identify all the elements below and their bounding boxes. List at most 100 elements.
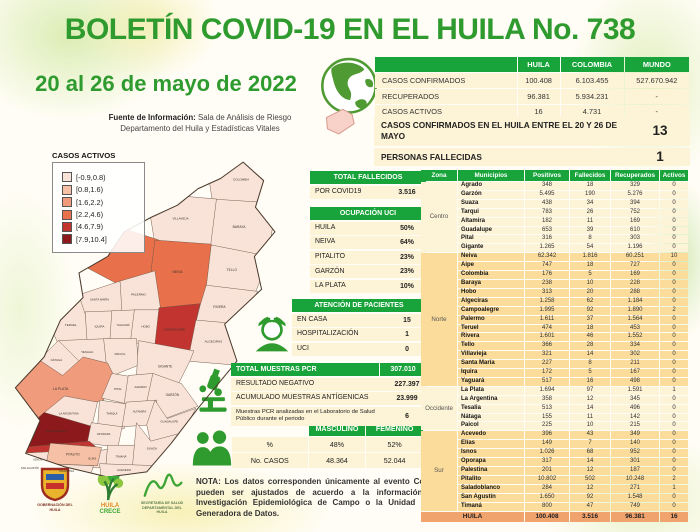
hand-icon	[325, 108, 355, 135]
muni-value-cell: 303	[611, 235, 659, 244]
huila-crece-caption-1: HUILA	[100, 503, 120, 509]
map-label-campoalegre: CAMPOALEGRE	[164, 327, 185, 331]
muni-row: Tarqui 783 26 752 0	[421, 208, 688, 217]
muni-value-cell: 92	[570, 493, 610, 502]
muni-value-cell: 1.995	[525, 306, 569, 315]
muni-value-cell: 727	[611, 262, 659, 271]
muni-name-cell: Santa María	[458, 360, 524, 369]
legend-item: [2.2,4.6)	[62, 209, 140, 220]
municipalities-table: Zona Municipios Positivos Fallecidos Recuper…	[420, 169, 689, 523]
pcr-samples-row: ACUMULADO MUESTRAS ANTÍGENICAS 23.999	[231, 392, 426, 406]
muni-total-row: HUILA 100.408 3.516 96.381 16	[421, 511, 688, 522]
muni-row: Palermo 1.611 37 1.564 0	[421, 315, 688, 324]
summary-header-blank	[375, 57, 517, 73]
muni-value-cell: 28	[570, 342, 610, 351]
map-label-timana: TIMANÁ	[116, 455, 127, 459]
muni-value-cell: 10	[570, 422, 610, 431]
muni-value-cell: 211	[611, 360, 659, 369]
muni-value-cell: 12	[570, 467, 610, 475]
summary-row-label: CASOS ACTIVOS	[375, 104, 517, 120]
muni-value-cell: 16	[570, 377, 610, 386]
row-value: 0	[405, 345, 409, 353]
muni-row: Gigante 1.265 54 1.196 0	[421, 244, 688, 253]
map-label-palestina: PALESTINA	[59, 469, 74, 473]
summary-row-value: -	[624, 104, 689, 120]
muni-value-cell: 172	[525, 369, 569, 377]
map-label-laplata: LA PLATA	[53, 387, 69, 391]
summary-header-row: HUILA COLOMBIA MUNDO	[375, 57, 689, 73]
muni-value-cell: 43	[570, 431, 610, 440]
gobernacion-caption: GOBERNACIÓN DEL HUILA	[37, 503, 73, 512]
legend-range: [4.6,7.9)	[76, 222, 104, 232]
row-label: HOSPITALIZACIÓN	[297, 330, 359, 338]
muni-header-cell: Recuperados	[611, 170, 659, 181]
legend-swatch	[62, 172, 72, 183]
muni-name-cell: San Agustín	[458, 493, 524, 502]
muni-value-cell: 0	[660, 431, 688, 440]
icu-occupancy-row: GARZÓN 23%	[310, 265, 426, 279]
muni-value-cell: 0	[660, 458, 688, 466]
icu-occupancy-row: PITALITO 23%	[310, 250, 426, 264]
muni-row: Aipe 747 18 727 0	[421, 262, 688, 271]
muni-value-cell: 0	[660, 395, 688, 404]
map-label-saladoblanco: SALADOBLANCO	[46, 429, 68, 433]
muni-value-cell: 394	[611, 199, 659, 208]
muni-value-cell: 62	[570, 297, 610, 306]
summary-header-cell: MUNDO	[624, 57, 689, 73]
muni-value-cell: 0	[660, 422, 688, 431]
muni-value-cell: 1.548	[611, 493, 659, 502]
muni-row: Baraya 238 10 228 0	[421, 279, 688, 288]
source-label: Fuente de Información:	[108, 113, 196, 122]
map-label-palermo: PALERMO	[131, 292, 146, 296]
muni-total-value: 3.516	[570, 511, 610, 522]
muni-row: Paicol 225 10 215 0	[421, 422, 688, 431]
weekly-cases-box: CASOS CONFIRMADOS EN EL HUILA ENTRE EL 2…	[374, 116, 690, 168]
muni-value-cell: 60.251	[611, 253, 659, 262]
muni-value-cell: 302	[611, 351, 659, 360]
muni-name-cell: Teruel	[458, 324, 524, 333]
map-label-laargentina: LA ARGENTINA	[59, 411, 79, 415]
muni-value-cell: 0	[660, 342, 688, 351]
muni-total-value: 96.381	[611, 511, 659, 522]
muni-value-cell: 11	[570, 413, 610, 422]
muni-value-cell: 0	[660, 333, 688, 342]
map-label-iquira: IQUIRA	[95, 324, 105, 328]
muni-value-cell: 952	[611, 449, 659, 458]
muni-value-cell: 201	[525, 467, 569, 475]
muni-value-cell: 0	[660, 208, 688, 217]
huila-map: COLOMBIA BARAYA VILLAVIEJA TELLO NEIVA SANTA …	[14, 161, 276, 476]
muni-value-cell: 20	[570, 288, 610, 297]
map-label-gigante: GIGANTE	[158, 364, 172, 368]
row-value: 10%	[400, 282, 414, 290]
legend-item: [-0.9,0.8)	[62, 172, 140, 183]
summary-table-head: HUILA COLOMBIA MUNDO	[375, 57, 689, 73]
legend-range: [2.2,4.6)	[76, 210, 104, 220]
total-deaths-label: POR COVID19	[315, 187, 362, 195]
total-deaths-row: POR COVID19 3.516	[310, 185, 426, 199]
secretaria-caption-1: SECRETARÍA DE SALUD	[140, 501, 184, 505]
muni-value-cell: 1.265	[525, 244, 569, 253]
muni-name-cell: Aipe	[458, 262, 524, 271]
muni-value-cell: 176	[525, 271, 569, 279]
muni-value-cell: 316	[525, 235, 569, 244]
row-value: 23%	[400, 268, 414, 276]
muni-name-cell: Rivera	[458, 333, 524, 342]
muni-row: Pitalito 10.802 502 10.248 2	[421, 475, 688, 484]
muni-row: Occidente La Plata 1.694 97 1.591 1	[421, 386, 688, 431]
muni-value-cell: 12	[570, 484, 610, 493]
muni-value-cell: 169	[611, 217, 659, 226]
muni-row: Palestina 201 12 187 0	[421, 467, 688, 475]
muni-value-cell: 62.342	[525, 253, 569, 262]
muni-value-cell: 12	[570, 395, 610, 404]
muni-value-cell: 0	[660, 315, 688, 324]
map-label-acevedo: ACEVEDO	[117, 468, 132, 472]
muni-value-cell: 26	[570, 208, 610, 217]
muni-value-cell: 288	[611, 288, 659, 297]
muni-value-cell: 358	[525, 395, 569, 404]
muni-total-value: 16	[660, 511, 688, 522]
muni-value-cell: 800	[525, 502, 569, 511]
male-female-icon	[192, 430, 232, 466]
gender-cell: %	[232, 437, 308, 453]
gender-cell: 48.364	[308, 453, 366, 468]
muni-value-cell: 0	[660, 440, 688, 449]
